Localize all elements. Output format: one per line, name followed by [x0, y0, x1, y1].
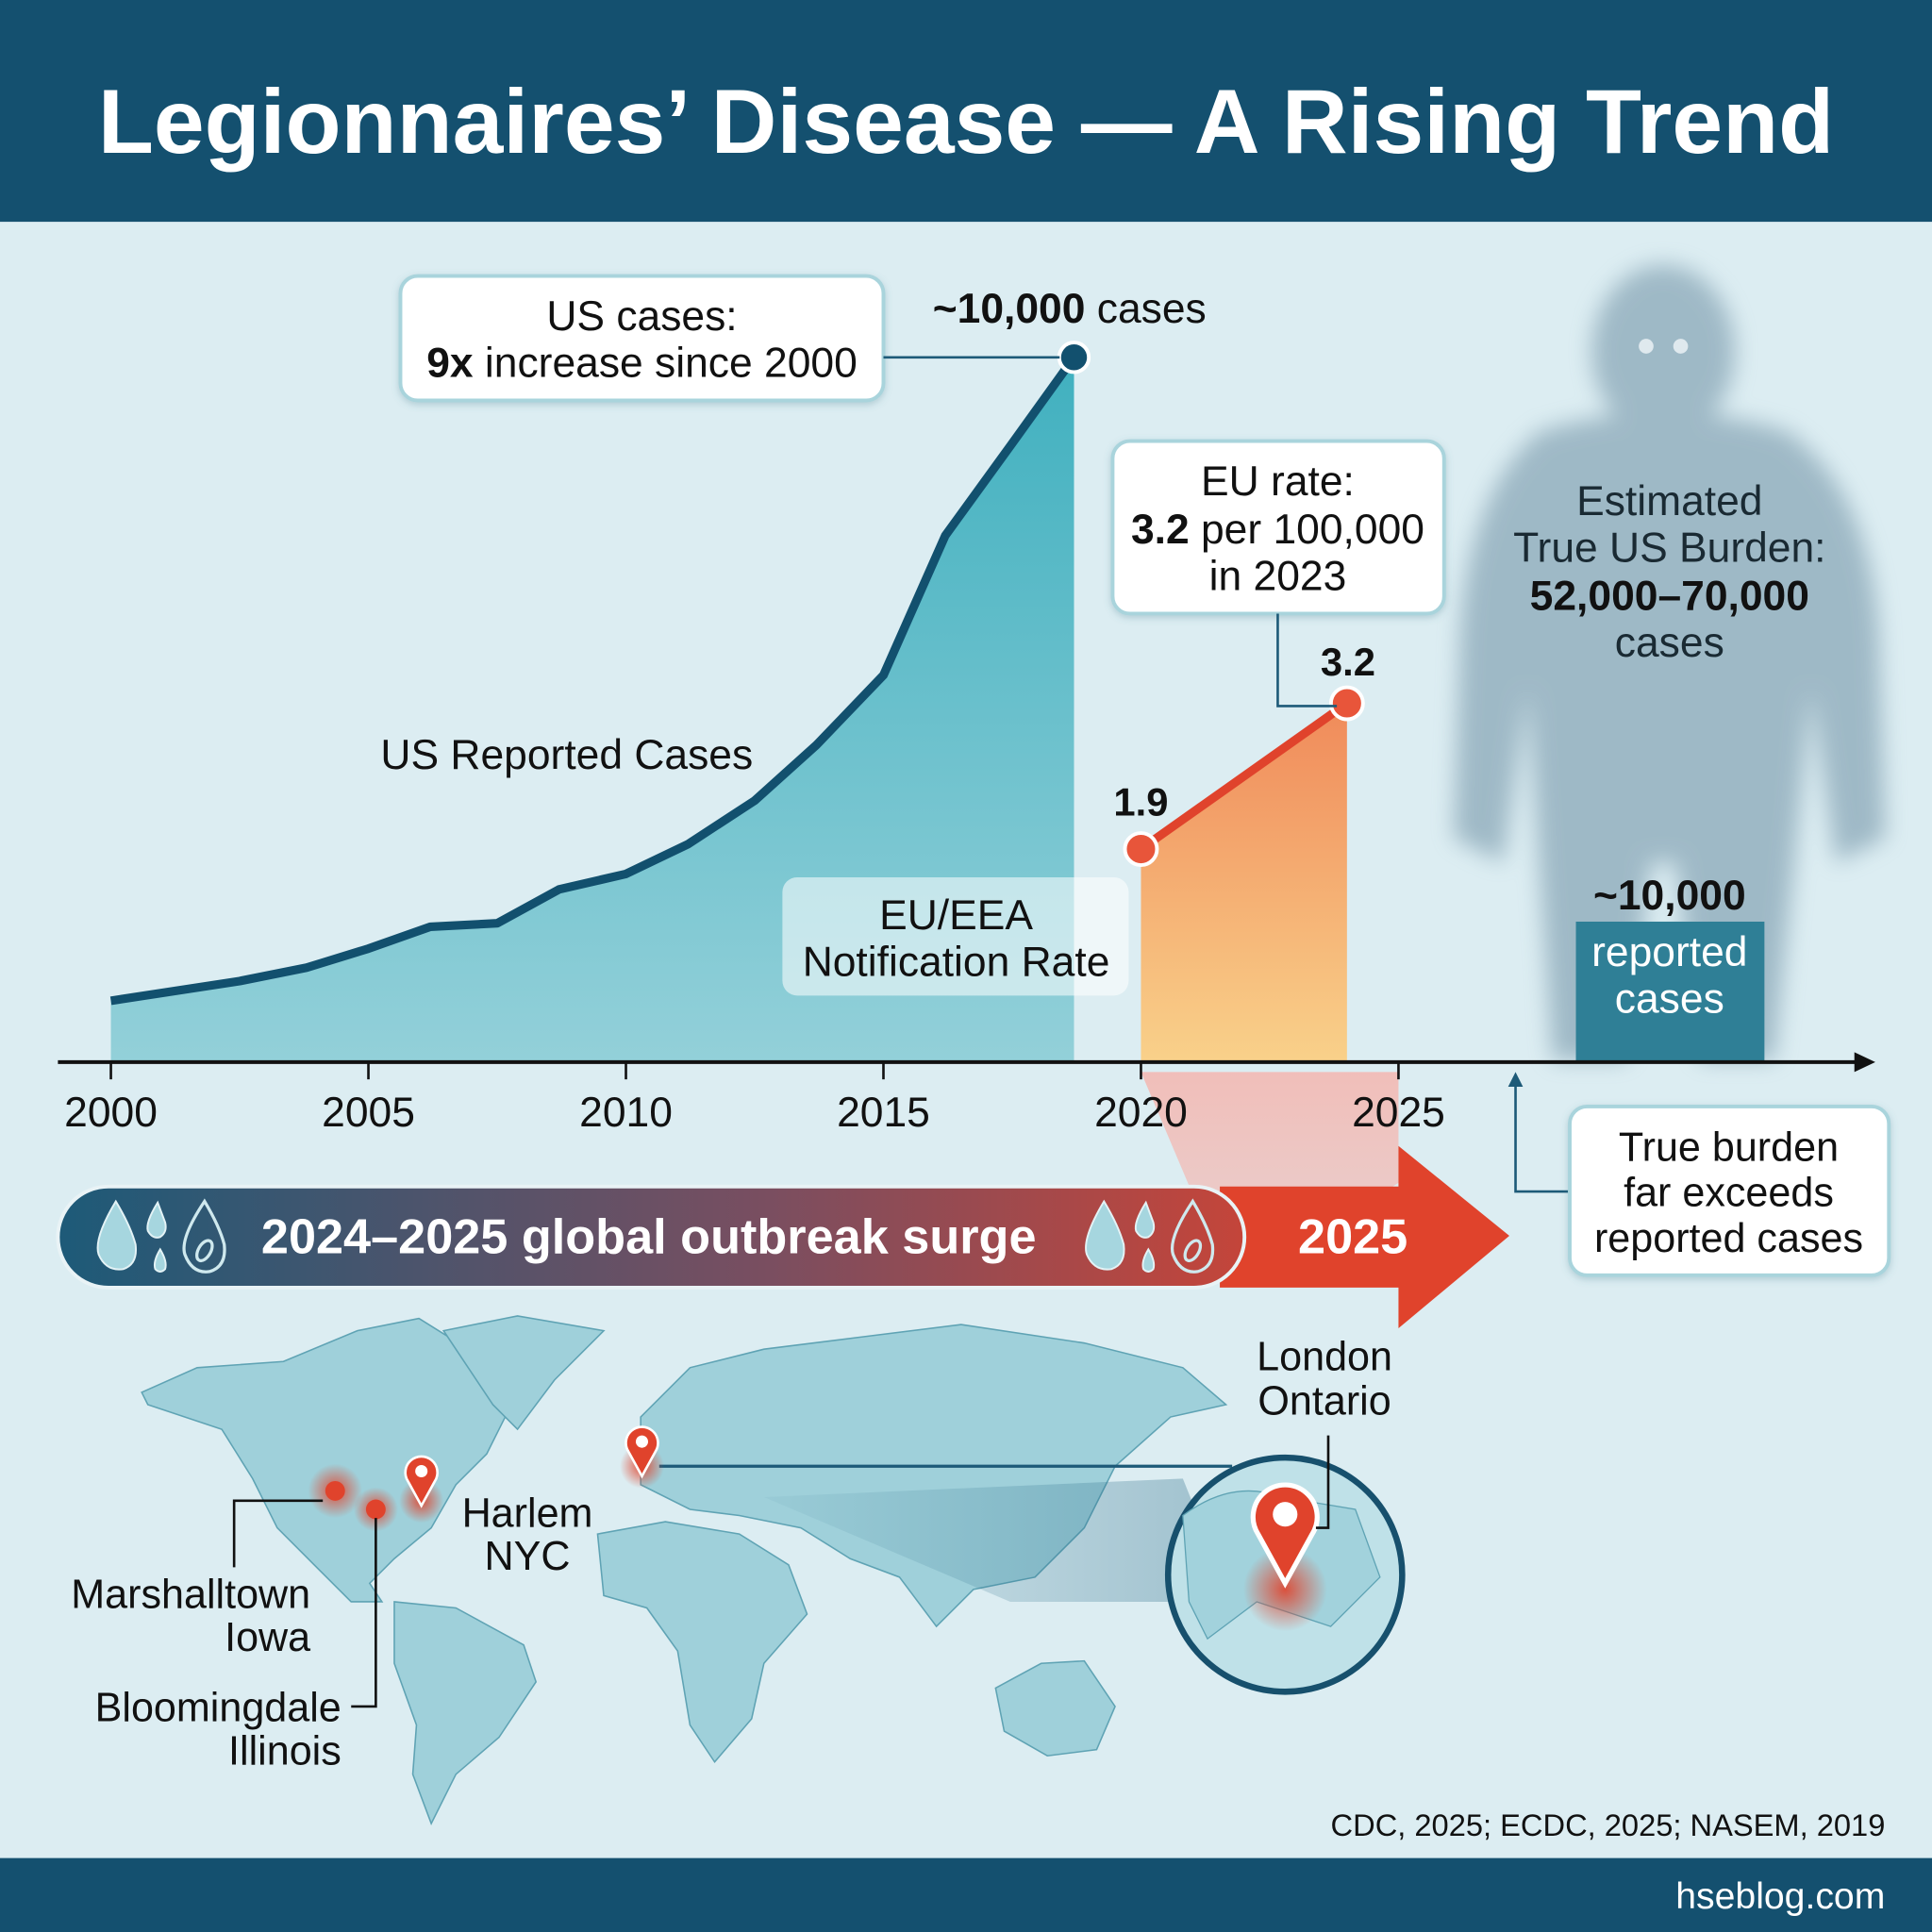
site-link[interactable]: hseblog.com [1675, 1876, 1885, 1917]
us-series-label: US Reported Cases [380, 732, 753, 778]
burden-note-line: True burden [1619, 1124, 1839, 1170]
south-america [393, 1601, 538, 1826]
x-tick-label: 2000 [64, 1090, 158, 1136]
burden-note-line: far exceeds [1624, 1171, 1834, 1216]
location-label: Bloomingdale [95, 1686, 341, 1731]
eu-series-label: Notification Rate [803, 939, 1110, 985]
australia [994, 1659, 1116, 1757]
eu-point [1328, 685, 1365, 722]
marshalltown-connector [232, 1499, 324, 1568]
greenland [441, 1315, 606, 1431]
banner-year: 2025 [1298, 1209, 1407, 1264]
location-label: Ontario [1257, 1378, 1391, 1424]
eu-callout-line2: 3.2 per 100,000 [1131, 507, 1424, 553]
eu-label-start: 1.9 [1113, 780, 1168, 824]
svg-text:Estimated: Estimated [1576, 478, 1762, 525]
location-label: Harlem [462, 1491, 593, 1536]
burden-note [1568, 1104, 1891, 1277]
svg-text:True US Burden:: True US Burden: [1513, 525, 1825, 572]
location-label: London [1257, 1334, 1392, 1379]
eu-callout-line3: in 2023 [1209, 554, 1347, 600]
eu-line [1138, 699, 1350, 853]
outbreak-dot [365, 1499, 386, 1520]
london-connector [1315, 1435, 1330, 1529]
x-tick-label: 2025 [1352, 1090, 1445, 1136]
location-label: Iowa [225, 1615, 310, 1660]
us-line [109, 355, 1078, 1006]
world-map [141, 1315, 1228, 1826]
projection-band [1141, 1072, 1399, 1288]
banner-text: 2024–2025 global outbreak surge [261, 1209, 1037, 1264]
us-callout-line2: 9x increase since 2000 [426, 341, 858, 387]
eu-series-label: EU/EEA [879, 892, 1033, 939]
eu-area [1141, 703, 1347, 1062]
x-axis-arrow-icon [1854, 1052, 1875, 1073]
outbreak-dot [325, 1480, 345, 1501]
svg-text:cases: cases [1615, 620, 1724, 666]
svg-text:52,000–70,000: 52,000–70,000 [1530, 574, 1809, 620]
ghost-figure-icon [1454, 264, 1886, 1060]
north-america [141, 1317, 507, 1603]
us-peak-label: ~10,000 cases [933, 286, 1207, 332]
reported-label: reported [1591, 929, 1747, 975]
bacteria-drop-icon [182, 1198, 1215, 1274]
banner-arrow [1220, 1145, 1509, 1328]
africa [596, 1521, 808, 1764]
us-callout [398, 274, 886, 403]
footer-bar [0, 1857, 1932, 1932]
eu-series-label-box [782, 876, 1129, 996]
us-peak-point [1057, 341, 1091, 375]
reported-value: ~10,000 [1593, 873, 1746, 919]
ghost-eye-icon [1673, 339, 1689, 354]
map-pin-icon [625, 1425, 659, 1479]
eu-callout-connector [1276, 613, 1338, 708]
reported-cases-bar [1575, 921, 1765, 1062]
eu-callout-line1: EU rate: [1201, 458, 1355, 505]
x-tick-label: 2020 [1094, 1090, 1188, 1136]
x-tick-label: 2015 [837, 1090, 930, 1136]
header-bar [0, 0, 1932, 223]
x-tick-label: 2005 [322, 1090, 415, 1136]
bloomingdale-connector [351, 1518, 377, 1708]
map-pin-icon [404, 1455, 439, 1508]
burden-arrow-icon [1514, 1084, 1570, 1193]
us-callout-line1: US cases: [546, 293, 737, 340]
eu-point [1123, 831, 1159, 867]
location-label: Marshalltown [71, 1572, 310, 1617]
water-drop-icon [96, 1199, 1156, 1273]
eu-label-end: 3.2 [1321, 640, 1375, 684]
location-label: NYC [485, 1534, 571, 1579]
burden-note-line: reported cases [1594, 1216, 1863, 1261]
zoom-cone [763, 1478, 1233, 1602]
page-title: Legionnaires’ Disease — A Rising Trend [98, 72, 1834, 173]
x-tick-label: 2010 [579, 1090, 673, 1136]
map-pin-icon [1250, 1482, 1320, 1589]
arrow-up-icon [1507, 1072, 1524, 1087]
source-citation: CDC, 2025; ECDC, 2025; NASEM, 2019 [1331, 1807, 1886, 1842]
ghost-eye-icon [1639, 339, 1654, 354]
location-label: Illinois [228, 1728, 341, 1774]
burden-label: Estimated True US Burden: 52,000–70,000 … [1513, 478, 1825, 666]
banner-pill [56, 1184, 1247, 1290]
reported-label: cases [1615, 976, 1724, 1023]
